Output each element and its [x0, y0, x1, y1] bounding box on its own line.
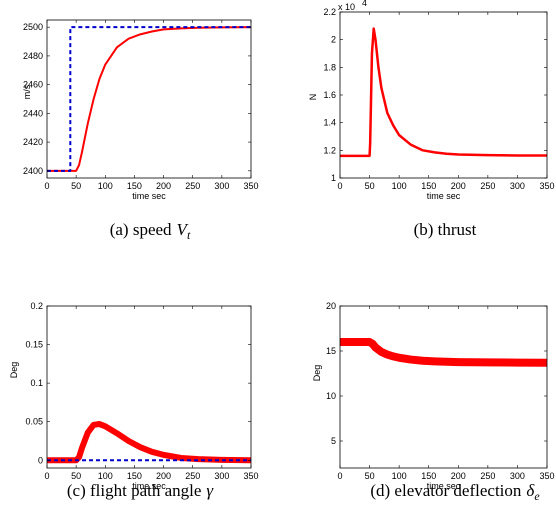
- x-tick-label: 50: [365, 471, 375, 481]
- y-tick-label: 2: [331, 35, 336, 45]
- x-tick-label: 350: [243, 471, 258, 481]
- response-line: [47, 421, 251, 464]
- x-axis-label: time sec: [427, 191, 461, 201]
- y-tick-label: 1.8: [323, 62, 336, 72]
- series-group: [47, 421, 251, 464]
- chart-panel-2: 0 50 100 150 200 250 300 350 1 1.2 1.4 1.6 1.8 2 2.2 ti…: [308, 0, 555, 239]
- caption-subscript: e: [534, 489, 540, 503]
- y-tick-label: 1: [331, 173, 336, 183]
- caption-subscript: t: [187, 228, 191, 242]
- y-tick-label: 0.15: [25, 340, 43, 350]
- plot-area: [47, 306, 251, 468]
- x-tick-label: 0: [44, 181, 49, 191]
- chart-panel-1: 0 50 100 150 200 250 300 350 2400 2420 2440 2460 248…: [22, 19, 259, 242]
- x-tick-label: 200: [451, 471, 466, 481]
- y-tick-label: 2500: [23, 22, 43, 32]
- x-tick-label: 350: [243, 181, 258, 191]
- x-tick-label: 300: [214, 471, 229, 481]
- chart-panel-3: 0 50 100 150 200 250 300 350 0 0.05 0.1 0.15 0.2 time…: [9, 301, 259, 500]
- y-tick-label: 2460: [23, 80, 43, 90]
- caption-symbol: V: [177, 220, 190, 239]
- x-tick-label: 100: [392, 181, 407, 191]
- y-tick-label: 2480: [23, 51, 43, 61]
- series-group: [340, 27, 547, 158]
- y-tick-label: 0.05: [25, 417, 43, 427]
- x-tick-label: 300: [510, 471, 525, 481]
- x-tick-label: 150: [127, 471, 142, 481]
- x-tick-label: 350: [539, 181, 554, 191]
- subfigure-caption: (b) thrust: [414, 220, 477, 239]
- y-tick-label: 1.6: [323, 90, 336, 100]
- y-tick-label: 2.2: [323, 7, 336, 17]
- x-tick-label: 250: [480, 181, 495, 191]
- x-tick-label: 300: [214, 181, 229, 191]
- y-tick-label: 2440: [23, 108, 43, 118]
- x-tick-label: 200: [451, 181, 466, 191]
- y-tick-label: 15: [326, 346, 336, 356]
- y-tick-label: 5: [331, 436, 336, 446]
- x-tick-label: 100: [98, 471, 113, 481]
- x-tick-label: 100: [392, 471, 407, 481]
- y-tick-label: 10: [326, 391, 336, 401]
- x-tick-label: 200: [156, 181, 171, 191]
- x-tick-label: 250: [185, 181, 200, 191]
- response-line: [340, 338, 547, 367]
- x-tick-label: 150: [421, 181, 436, 191]
- y-tick-label: 0: [38, 455, 43, 465]
- y-axis-label: m/s: [22, 84, 32, 99]
- axes-frame: [46, 19, 252, 179]
- y-tick-label: 1.4: [323, 118, 336, 128]
- y-axis-label: N: [308, 94, 318, 101]
- chart-panel-4: 0 50 100 150 200 250 300 350 5 10 15 20 time sec Deg (…: [312, 301, 555, 503]
- y-tick-label: 2400: [23, 166, 43, 176]
- y-tick-label: 2420: [23, 137, 43, 147]
- x-tick-label: 250: [185, 471, 200, 481]
- y-axis-label: Deg: [312, 365, 322, 382]
- x-tick-label: 0: [337, 181, 342, 191]
- x-tick-label: 200: [156, 471, 171, 481]
- x-tick-label: 250: [480, 471, 495, 481]
- caption-text: (a) speed: [110, 220, 172, 239]
- x-tick-label: 300: [510, 181, 525, 191]
- exponent-label: x 10: [338, 2, 355, 12]
- caption-symbol: δ: [526, 481, 535, 500]
- subfigure-caption: (d) elevator deflection δe: [370, 481, 540, 503]
- caption-text: (d) elevator deflection: [370, 481, 522, 500]
- subfigure-caption: (a) speed Vt: [110, 220, 191, 242]
- exponent-power: 4: [362, 0, 367, 8]
- caption-text: (c) flight path angle: [67, 481, 202, 500]
- x-tick-label: 100: [98, 181, 113, 191]
- y-tick-label: 0.1: [30, 378, 43, 388]
- axes-frame: [46, 305, 252, 469]
- response-line: [340, 27, 547, 158]
- y-tick-label: 20: [326, 301, 336, 311]
- y-tick-label: 0.2: [30, 301, 43, 311]
- axes-frame: [339, 305, 548, 469]
- x-tick-label: 50: [71, 471, 81, 481]
- x-axis-label: time sec: [132, 481, 166, 491]
- x-tick-label: 350: [539, 471, 554, 481]
- y-tick-label: 1.2: [323, 145, 336, 155]
- x-tick-label: 0: [44, 471, 49, 481]
- x-axis-label: time sec: [427, 481, 461, 491]
- x-tick-label: 150: [127, 181, 142, 191]
- x-tick-label: 0: [337, 471, 342, 481]
- series-group: [47, 26, 251, 172]
- x-tick-label: 50: [365, 181, 375, 191]
- x-axis-label: time sec: [132, 191, 166, 201]
- caption-text: (b) thrust: [414, 220, 477, 239]
- subfigure-caption: (c) flight path angle γ: [67, 481, 215, 500]
- series-group: [340, 338, 547, 367]
- plot-area: [47, 20, 251, 178]
- y-axis-label: Deg: [9, 362, 19, 379]
- x-tick-label: 150: [421, 471, 436, 481]
- caption-symbol: γ: [206, 481, 214, 500]
- x-tick-label: 50: [71, 181, 81, 191]
- plot-area: [340, 306, 547, 468]
